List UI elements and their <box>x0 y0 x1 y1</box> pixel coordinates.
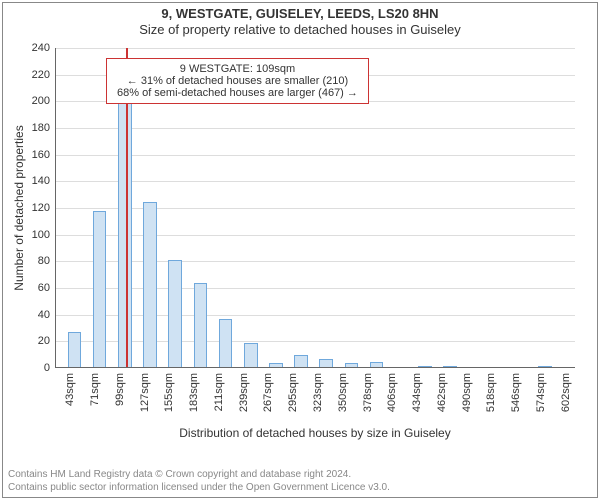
x-tick-label: 406sqm <box>386 373 398 412</box>
bar <box>294 355 308 367</box>
x-tick-label: 323sqm <box>312 373 324 412</box>
x-tick-label: 127sqm <box>139 373 151 412</box>
bar <box>319 359 333 367</box>
x-tick-label: 490sqm <box>461 373 473 412</box>
x-tick-label: 518sqm <box>485 373 497 412</box>
x-tick-label: 295sqm <box>287 373 299 412</box>
y-axis-label: Number of detached properties <box>12 48 26 368</box>
bar <box>370 362 384 367</box>
bar <box>418 366 432 367</box>
y-tick-label: 240 <box>32 42 56 54</box>
x-tick-label: 378sqm <box>362 373 374 412</box>
x-tick-label: 71sqm <box>89 373 101 406</box>
x-tick-label: 183sqm <box>188 373 200 412</box>
y-tick-label: 80 <box>38 255 56 267</box>
chart-container: 9, WESTGATE, GUISELEY, LEEDS, LS20 8HN S… <box>0 0 600 500</box>
annotation-line1: 9 WESTGATE: 109sqm <box>117 63 358 75</box>
y-tick-label: 20 <box>38 335 56 347</box>
x-tick-label: 155sqm <box>163 373 175 412</box>
x-tick-label: 546sqm <box>510 373 522 412</box>
y-tick-label: 140 <box>32 175 56 187</box>
y-tick-label: 200 <box>32 95 56 107</box>
bar <box>538 366 552 367</box>
bar <box>68 332 82 367</box>
y-tick-label: 180 <box>32 122 56 134</box>
footer-line1: Contains HM Land Registry data © Crown c… <box>8 469 592 482</box>
x-tick-label: 43sqm <box>64 373 76 406</box>
y-tick-label: 100 <box>32 229 56 241</box>
bar <box>93 211 107 367</box>
x-tick-label: 434sqm <box>411 373 423 412</box>
x-tick-label: 574sqm <box>535 373 547 412</box>
bar <box>219 319 233 367</box>
x-tick-label: 211sqm <box>213 373 225 411</box>
y-tick-label: 120 <box>32 202 56 214</box>
footer-line2: Contains public sector information licen… <box>8 482 592 495</box>
bar <box>168 260 182 367</box>
x-tick-label: 267sqm <box>262 373 274 412</box>
bar <box>194 283 208 367</box>
bar <box>269 363 283 367</box>
y-tick-label: 60 <box>38 282 56 294</box>
footer: Contains HM Land Registry data © Crown c… <box>0 463 600 500</box>
y-tick-label: 40 <box>38 309 56 321</box>
y-tick-label: 160 <box>32 149 56 161</box>
annotation-line3: 68% of semi-detached houses are larger (… <box>117 87 358 99</box>
annotation-box: 9 WESTGATE: 109sqm ← 31% of detached hou… <box>106 58 369 104</box>
x-tick-label: 99sqm <box>114 373 126 406</box>
y-tick-label: 0 <box>44 362 56 374</box>
annotation-line2: ← 31% of detached houses are smaller (21… <box>117 75 358 87</box>
bar <box>244 343 258 367</box>
x-axis-label: Distribution of detached houses by size … <box>55 426 575 440</box>
x-tick-label: 239sqm <box>238 373 250 412</box>
x-tick-label: 462sqm <box>436 373 448 412</box>
x-tick-label: 602sqm <box>560 373 572 412</box>
plot-area: 9 WESTGATE: 109sqm ← 31% of detached hou… <box>55 48 575 368</box>
y-tick-label: 220 <box>32 69 56 81</box>
x-tick-label: 350sqm <box>337 373 349 412</box>
bar <box>143 202 157 367</box>
bar <box>345 363 359 367</box>
bar <box>443 366 457 367</box>
chart: 9 WESTGATE: 109sqm ← 31% of detached hou… <box>0 0 600 500</box>
